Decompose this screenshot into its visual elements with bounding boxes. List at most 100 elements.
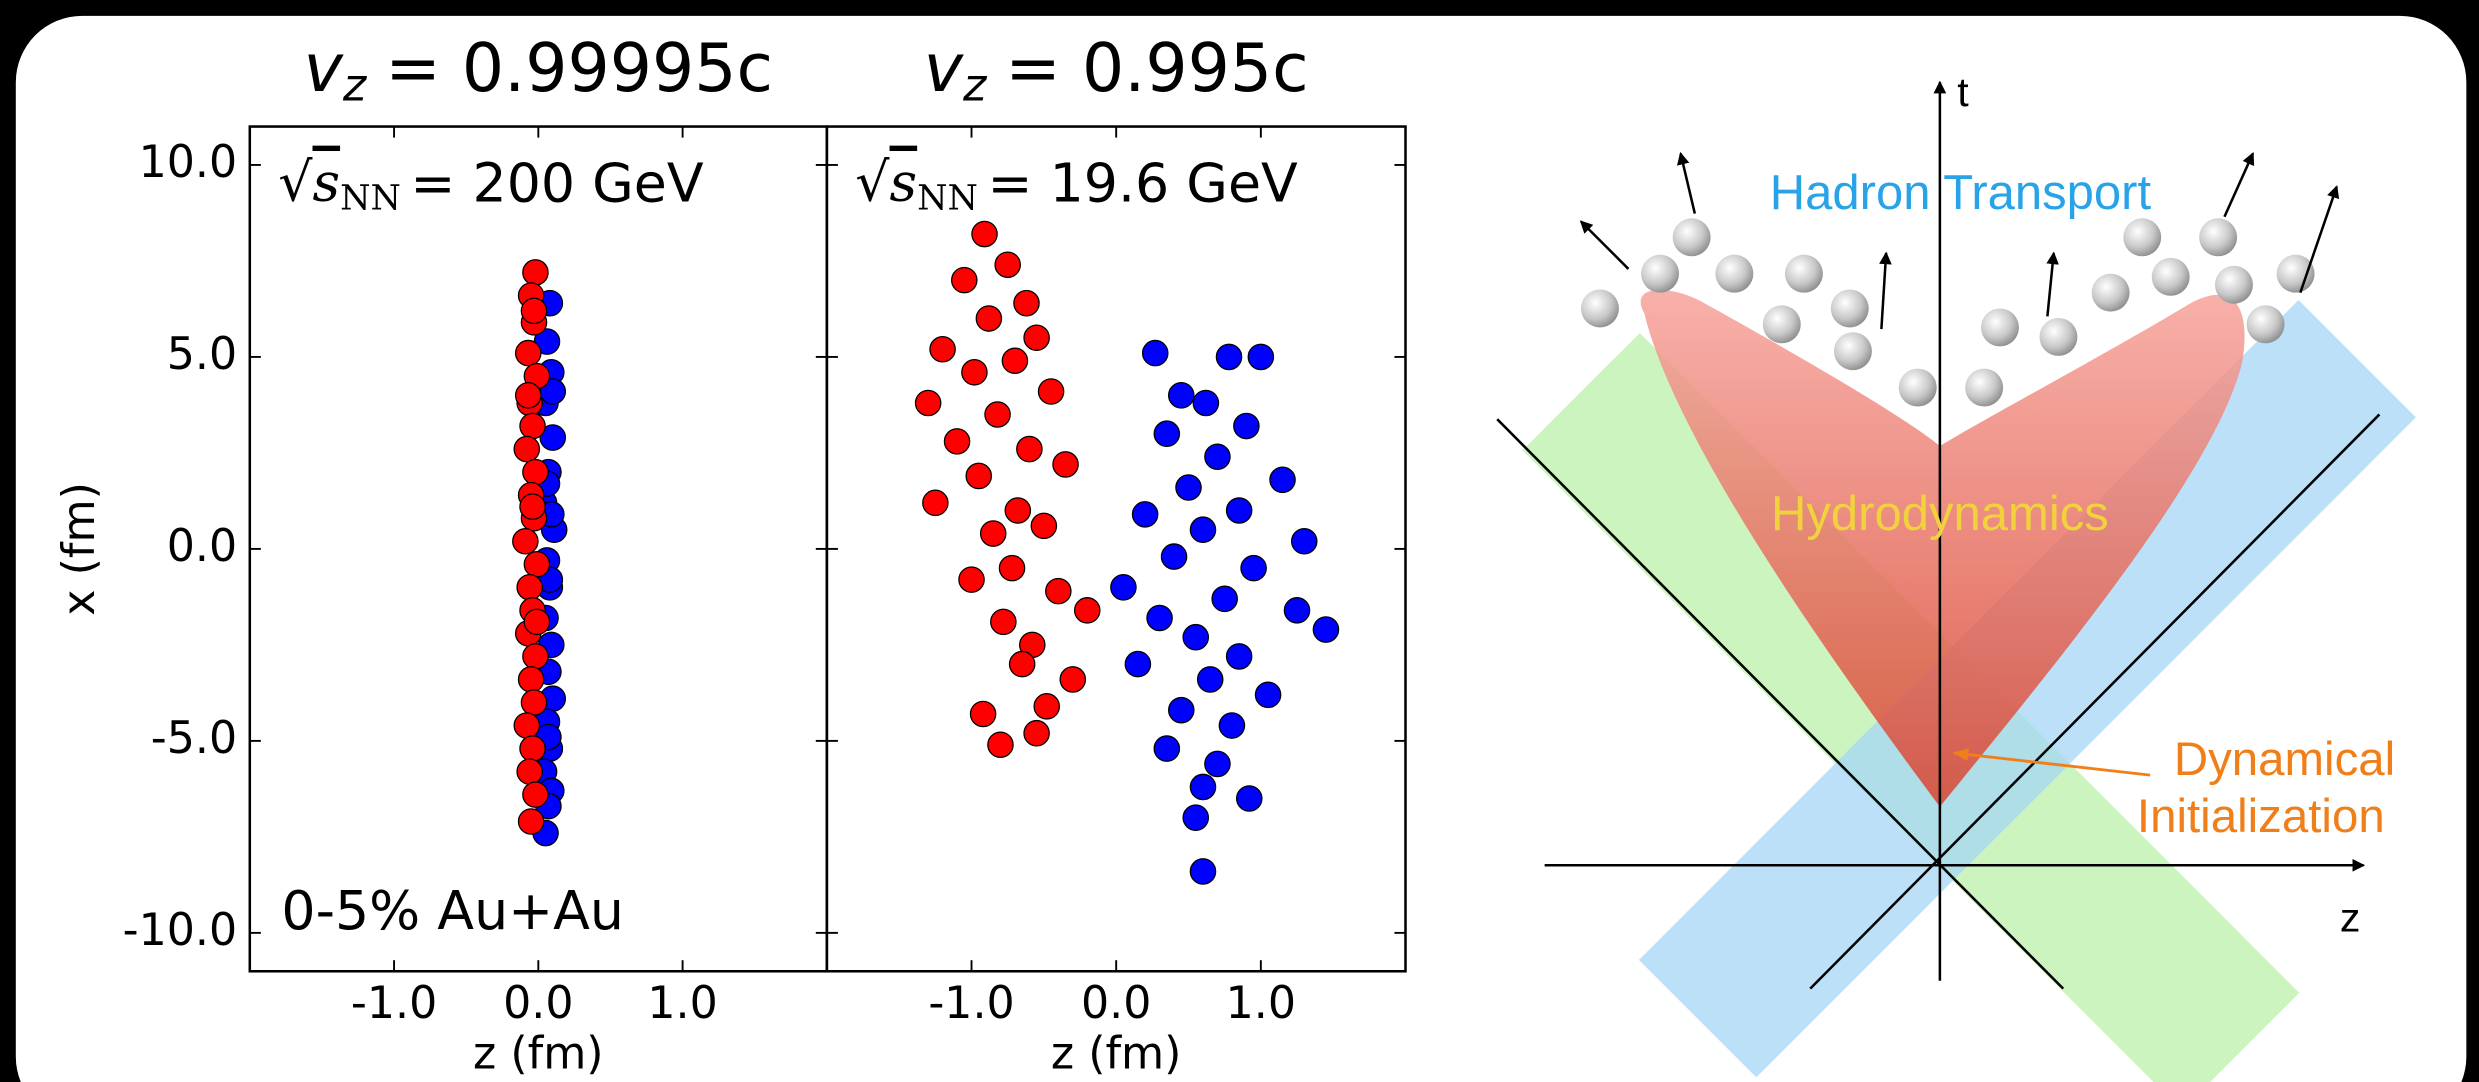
point	[1269, 466, 1296, 494]
particle-arrows	[1579, 151, 2340, 330]
point	[1167, 382, 1195, 409]
hydro-region	[1640, 289, 2245, 807]
annotation-root: √	[278, 151, 313, 214]
x-tick-label: -1.0	[351, 978, 437, 1029]
y-tick-label: 5.0	[167, 329, 237, 380]
point	[1167, 696, 1195, 724]
point	[519, 735, 546, 762]
point	[1131, 501, 1159, 528]
particle	[1898, 368, 1937, 407]
diagram: t z Hadron Transport Hydrodynamics Dynam…	[1496, 69, 2416, 1082]
particle	[1580, 289, 1619, 328]
point	[514, 339, 542, 367]
point	[539, 424, 567, 451]
point	[516, 574, 543, 601]
point	[929, 335, 956, 363]
title-symbol: v	[924, 29, 965, 107]
point	[1312, 616, 1340, 643]
point	[1175, 474, 1202, 501]
point	[951, 266, 978, 294]
point	[1233, 412, 1260, 440]
arrow	[2046, 251, 2059, 317]
point	[975, 305, 1003, 332]
initialization-label: Initialization	[2137, 790, 2385, 843]
particle	[2276, 254, 2315, 293]
point	[1023, 719, 1050, 747]
y-tick-label: 10.0	[139, 137, 238, 188]
x-tick-label: 1.0	[1226, 978, 1296, 1029]
point	[1196, 666, 1224, 693]
point	[1182, 623, 1210, 651]
light-cone	[1809, 413, 2381, 990]
point	[998, 554, 1026, 582]
particle	[1980, 308, 2019, 347]
point	[1001, 347, 1029, 375]
point	[516, 758, 543, 785]
arrow	[1676, 151, 1697, 214]
x-tick-label: -1.0	[928, 978, 1014, 1029]
point	[965, 462, 993, 490]
point	[513, 435, 541, 463]
point	[523, 550, 551, 578]
annotation-subscript: NN	[340, 178, 401, 218]
point	[517, 808, 545, 835]
y-tick-label: -10.0	[123, 905, 238, 956]
point	[1204, 443, 1231, 471]
t-axis-label: t	[1957, 69, 1969, 115]
arrow	[2223, 151, 2255, 218]
point	[1211, 585, 1238, 613]
point	[520, 689, 548, 716]
point	[1004, 497, 1032, 524]
annotation: √sNN = 200 GeV	[278, 151, 704, 218]
point	[1023, 324, 1050, 352]
particles	[1580, 218, 2315, 407]
x-axis-label: z (fm)	[473, 1029, 604, 1080]
point	[1013, 289, 1040, 317]
point	[1290, 527, 1318, 555]
y-axis-label: x (fm)	[54, 482, 105, 616]
scatter-panel: -1.0 0.0 1.0 10.0 5.0 0.0 -5.0 -10.0 z (fm) x (fm…	[54, 29, 829, 1080]
particle	[1762, 305, 1801, 344]
point	[961, 358, 988, 386]
particle	[1965, 368, 2004, 407]
point	[1283, 597, 1311, 624]
annotation: √sNN = 19.6 GeV	[855, 151, 1298, 218]
point	[971, 220, 998, 248]
point	[513, 712, 541, 739]
point	[522, 259, 549, 286]
point	[914, 389, 942, 417]
arrow	[1879, 251, 1892, 330]
point	[1124, 650, 1152, 678]
annotation-subscript: NN	[917, 178, 978, 218]
particle	[1715, 254, 1754, 293]
point	[519, 412, 546, 440]
y-tick-label: 0.0	[167, 521, 237, 572]
point	[1141, 339, 1169, 367]
annotation-symbol: s	[890, 151, 918, 214]
annotation-value: = 200 GeV	[410, 151, 703, 214]
x-tick-label: 0.0	[503, 978, 573, 1029]
point	[1215, 343, 1243, 371]
point	[520, 297, 548, 325]
point	[1204, 750, 1231, 778]
scatter-panel: -1.0 0.0 1.0 z (fm) vz = 0.995c √sNN = 19.6 GeV	[825, 29, 1407, 1080]
title-value: = 0.995c	[1005, 29, 1308, 107]
point	[523, 608, 551, 636]
z-axis-label: z	[2340, 895, 2361, 941]
point	[1192, 389, 1220, 417]
x-axis-label: z (fm)	[1051, 1029, 1182, 1080]
pointer	[1952, 748, 2151, 777]
title-value: = 0.99995c	[385, 29, 773, 107]
arrow	[1579, 220, 1630, 270]
point	[1240, 554, 1267, 582]
hydrodynamics-label: Hydrodynamics	[1771, 487, 2109, 541]
point	[1189, 858, 1217, 885]
point	[1235, 785, 1263, 812]
particle	[1672, 218, 1711, 257]
point	[979, 520, 1007, 547]
hadron-transport-label: Hadron Transport	[1770, 166, 2152, 220]
point	[519, 493, 546, 520]
title-subscript: z	[342, 61, 368, 112]
point	[958, 566, 985, 593]
